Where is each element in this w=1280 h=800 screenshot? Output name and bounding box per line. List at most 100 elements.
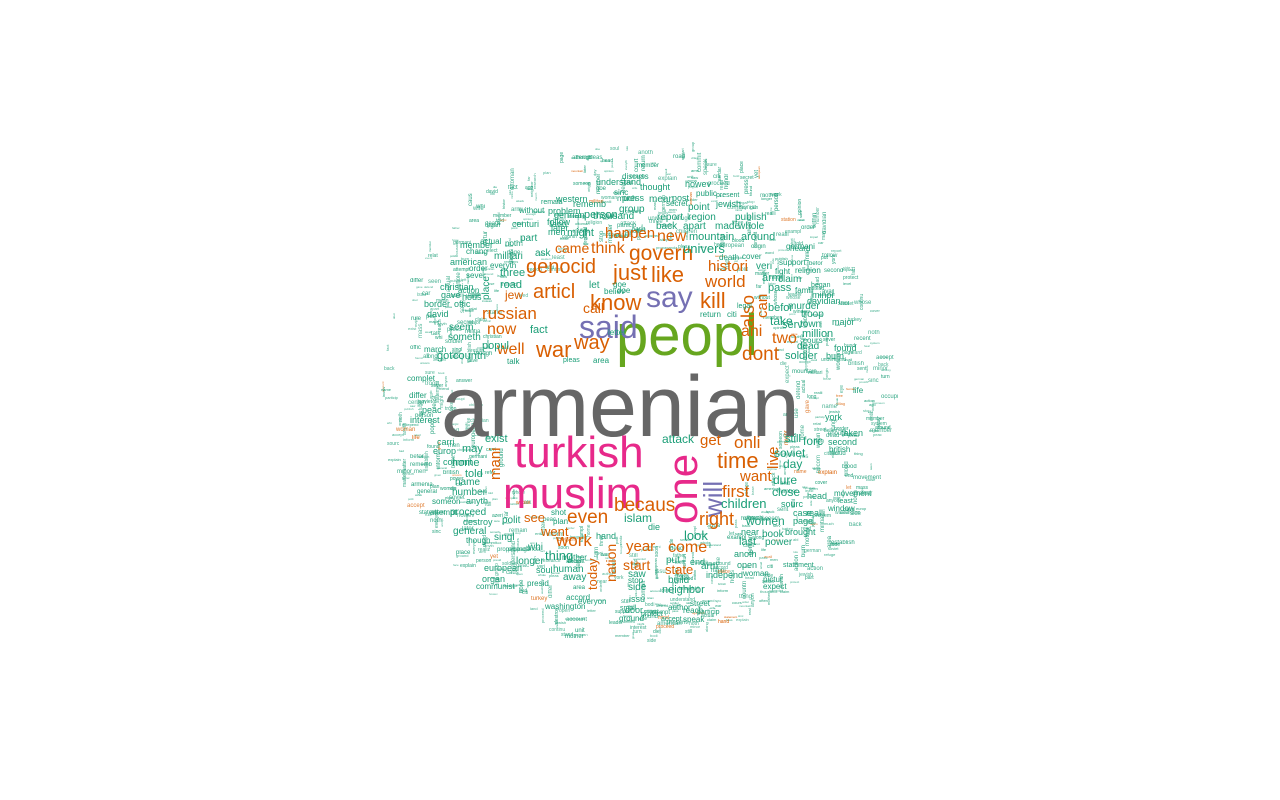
filler-word: border <box>834 426 849 432</box>
word-got: got <box>437 350 453 362</box>
filler-word: shot <box>838 301 850 307</box>
filler-word: proceed <box>708 181 730 187</box>
filler-word: explain <box>388 457 401 462</box>
filler-word: later <box>462 526 474 532</box>
filler-word: someth <box>490 530 500 534</box>
filler-word: put <box>426 314 435 320</box>
filler-word: relat <box>469 306 477 311</box>
word-heard: heard <box>790 244 811 253</box>
filler-word: believ <box>824 428 838 434</box>
filler-word: hear <box>864 344 871 348</box>
filler-word: investig <box>568 214 585 220</box>
filler-word: elect <box>445 495 454 500</box>
filler-word: near <box>479 489 488 494</box>
filler-word: argic <box>428 390 433 399</box>
filler-word: communist <box>727 205 757 211</box>
filler-word: minor <box>690 624 701 629</box>
filler-word: place <box>718 569 730 575</box>
word-began: began <box>811 282 831 289</box>
filler-word: attempt <box>572 155 593 161</box>
filler-word: car <box>571 155 577 160</box>
filler-word: realli <box>635 228 646 234</box>
word-mother: mother <box>562 553 587 562</box>
filler-word: men <box>770 557 778 562</box>
filler-word: presid <box>493 558 502 562</box>
filler-word: war <box>715 603 722 608</box>
word-mean: mean <box>649 194 675 205</box>
filler-word: whose <box>854 300 872 306</box>
filler-word: british <box>848 361 865 367</box>
word-longer: longer <box>516 556 544 567</box>
filler-word: fact <box>558 201 563 205</box>
filler-word: jewish <box>799 572 813 578</box>
filler-word: destroy <box>881 368 891 372</box>
filler-word: home <box>741 516 757 522</box>
word-women: women <box>746 514 785 528</box>
filler-word: children <box>606 214 617 218</box>
filler-word: serdar <box>838 428 847 432</box>
word-articl: articl <box>533 281 576 303</box>
filler-word: militia <box>465 329 481 335</box>
filler-word: gun <box>487 223 494 228</box>
filler-word: arm <box>479 549 486 554</box>
filler-word: attack <box>516 199 525 203</box>
filler-word: occupi <box>440 518 444 527</box>
word-came: came <box>555 240 590 256</box>
word-jewish: jewish <box>716 199 742 209</box>
word-minor: minor <box>812 290 835 300</box>
word-actual: actual <box>480 237 502 246</box>
word-men: men <box>548 227 566 237</box>
filler-word: south <box>762 579 775 585</box>
filler-word: open <box>559 608 571 614</box>
filler-word: ago <box>525 185 534 191</box>
filler-word: continu <box>477 345 490 350</box>
filler-word: proceed <box>645 233 660 238</box>
filler-word: research <box>462 308 474 312</box>
filler-word: free <box>814 439 825 445</box>
word-interest: interest <box>410 415 440 425</box>
filler-word: orgtime <box>767 467 778 471</box>
filler-word: enough <box>504 583 518 588</box>
filler-word: men <box>505 496 511 500</box>
filler-word: week <box>415 493 423 497</box>
filler-word: complet <box>769 588 784 593</box>
filler-word: establish <box>507 502 519 506</box>
filler-word: leader <box>609 620 623 626</box>
word-see: see <box>524 510 545 525</box>
word-letter: letter <box>608 328 626 337</box>
filler-word: head <box>632 227 646 233</box>
filler-word: week <box>677 573 689 579</box>
filler-word: children <box>469 402 484 407</box>
filler-word: opinion <box>600 159 610 163</box>
filler-word: end <box>868 410 874 414</box>
word-come: come <box>668 539 708 556</box>
filler-word: page <box>842 350 854 356</box>
filler-word: near <box>526 187 533 191</box>
word-befor: befor <box>768 302 794 314</box>
filler-word: talk <box>431 331 441 337</box>
filler-word: islam <box>497 273 507 278</box>
word-point: point <box>688 202 710 213</box>
filler-word: univers <box>420 361 430 365</box>
filler-word: problem <box>553 536 564 540</box>
filler-word: occupi <box>881 394 899 400</box>
word-right: right <box>699 509 735 529</box>
filler-word: window <box>793 309 810 315</box>
filler-word: inde <box>833 495 841 500</box>
filler-word: includ <box>742 565 750 569</box>
filler-word: centuri <box>402 471 415 476</box>
word-start: start <box>623 557 651 573</box>
filler-word: bad <box>519 588 528 594</box>
word-goe: goe <box>613 280 627 289</box>
word-may: may <box>462 443 483 455</box>
filler-word: recent <box>568 559 585 565</box>
word-major: major <box>832 317 855 327</box>
filler-word: villag <box>691 156 698 160</box>
filler-word: opinion <box>692 610 705 615</box>
filler-word: gave <box>416 285 423 289</box>
word-accept: accept <box>661 616 682 623</box>
filler-word: british <box>718 582 727 586</box>
filler-word: friend <box>439 386 450 391</box>
filler-word: use <box>488 281 495 286</box>
word-militari: militari <box>494 251 523 262</box>
